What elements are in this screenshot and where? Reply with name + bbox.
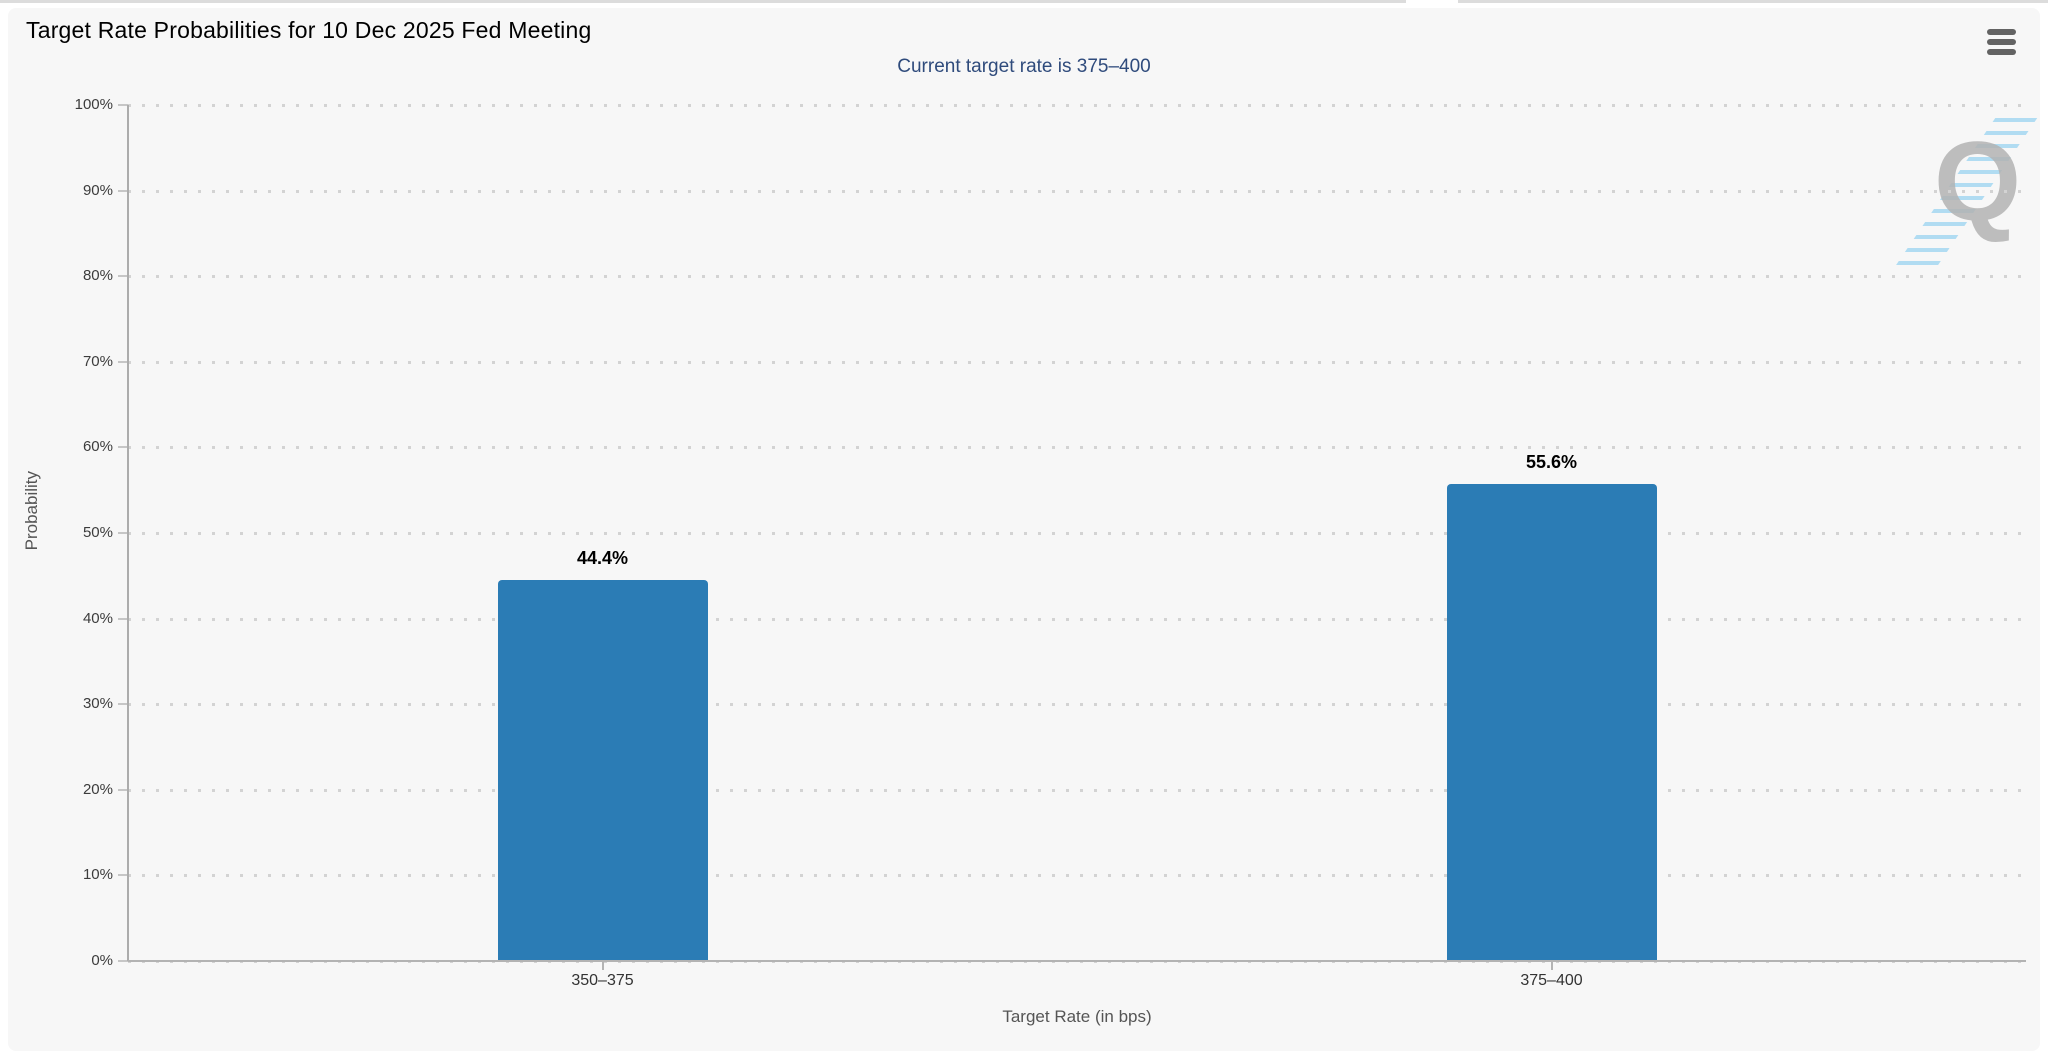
bar-value-label: 55.6%: [1525, 452, 1578, 473]
gridline: [128, 275, 2026, 279]
bar-375–400[interactable]: [1446, 484, 1657, 960]
y-axis-title: Probability: [22, 471, 41, 551]
gridline: [128, 617, 2026, 621]
gridline: [128, 446, 2026, 450]
hamburger-menu-icon: [1987, 39, 2016, 45]
y-axis-tick-label: 90%: [82, 181, 113, 199]
x-axis-category-label: 375–400: [1520, 972, 1583, 989]
y-axis-tick-label: 10%: [82, 866, 113, 884]
watermark: Q: [1892, 110, 2038, 280]
plot-area: Q 0% 10% 20% 30% 40% 50% 60% 70% 80% 90% 100% 44.4%…: [75, 96, 2038, 989]
gridline: [128, 189, 2026, 193]
x-axis-line: [128, 960, 2026, 962]
y-axis-tick: [118, 446, 128, 449]
y-axis-tick-label: 30%: [82, 695, 113, 713]
hamburger-menu-icon: [1987, 29, 2016, 35]
gridline: [128, 532, 2026, 535]
gridline: [128, 874, 2026, 878]
chart-card: Target Rate Probabilities for 10 Dec 202…: [8, 8, 2040, 1051]
watermark-q-logo-icon: Q: [1934, 119, 2022, 244]
y-axis-tick: [118, 960, 128, 962]
chart-context-menu-button[interactable]: [1987, 26, 2021, 58]
chart-subtitle: Current target rate is 375–400: [897, 56, 1151, 77]
y-axis-tick: [118, 275, 128, 278]
gridline: [128, 360, 2026, 364]
chart-title: Target Rate Probabilities for 10 Dec 202…: [26, 17, 592, 43]
y-axis-tick: [118, 788, 128, 791]
top-divider-gap: [1406, 0, 1458, 3]
bar-value-label: 44.4%: [576, 547, 629, 568]
x-axis-tick: [1550, 961, 1553, 970]
y-axis-tick-label: 80%: [82, 267, 113, 285]
y-axis-tick: [118, 703, 128, 706]
y-axis-tick: [118, 104, 128, 106]
gridline: [128, 788, 2026, 792]
y-axis-tick-label: 70%: [82, 352, 113, 370]
hamburger-menu-icon: [1987, 49, 2016, 55]
y-axis-tick: [118, 189, 128, 192]
y-axis-tick: [118, 617, 128, 620]
y-axis-tick-label: 20%: [82, 780, 113, 798]
y-axis-tick: [118, 874, 128, 877]
y-axis-tick-label: 60%: [82, 438, 113, 456]
gridline: [128, 104, 2026, 107]
y-axis-tick-label: 50%: [82, 524, 113, 541]
top-divider-line: [0, 0, 2048, 3]
bar-350–375[interactable]: [497, 579, 708, 960]
gridline: [128, 703, 2026, 707]
y-axis-tick-label: 100%: [74, 96, 113, 113]
y-axis-line: [127, 105, 129, 961]
y-axis-tick: [118, 532, 128, 534]
x-axis-title: Target Rate (in bps): [1002, 1007, 1152, 1026]
y-axis-tick: [118, 360, 128, 363]
y-axis-tick-label: 40%: [82, 609, 113, 627]
x-axis-category-label: 350–375: [571, 972, 634, 989]
x-axis-tick: [601, 961, 604, 970]
y-axis-tick-label: 0%: [91, 952, 113, 969]
